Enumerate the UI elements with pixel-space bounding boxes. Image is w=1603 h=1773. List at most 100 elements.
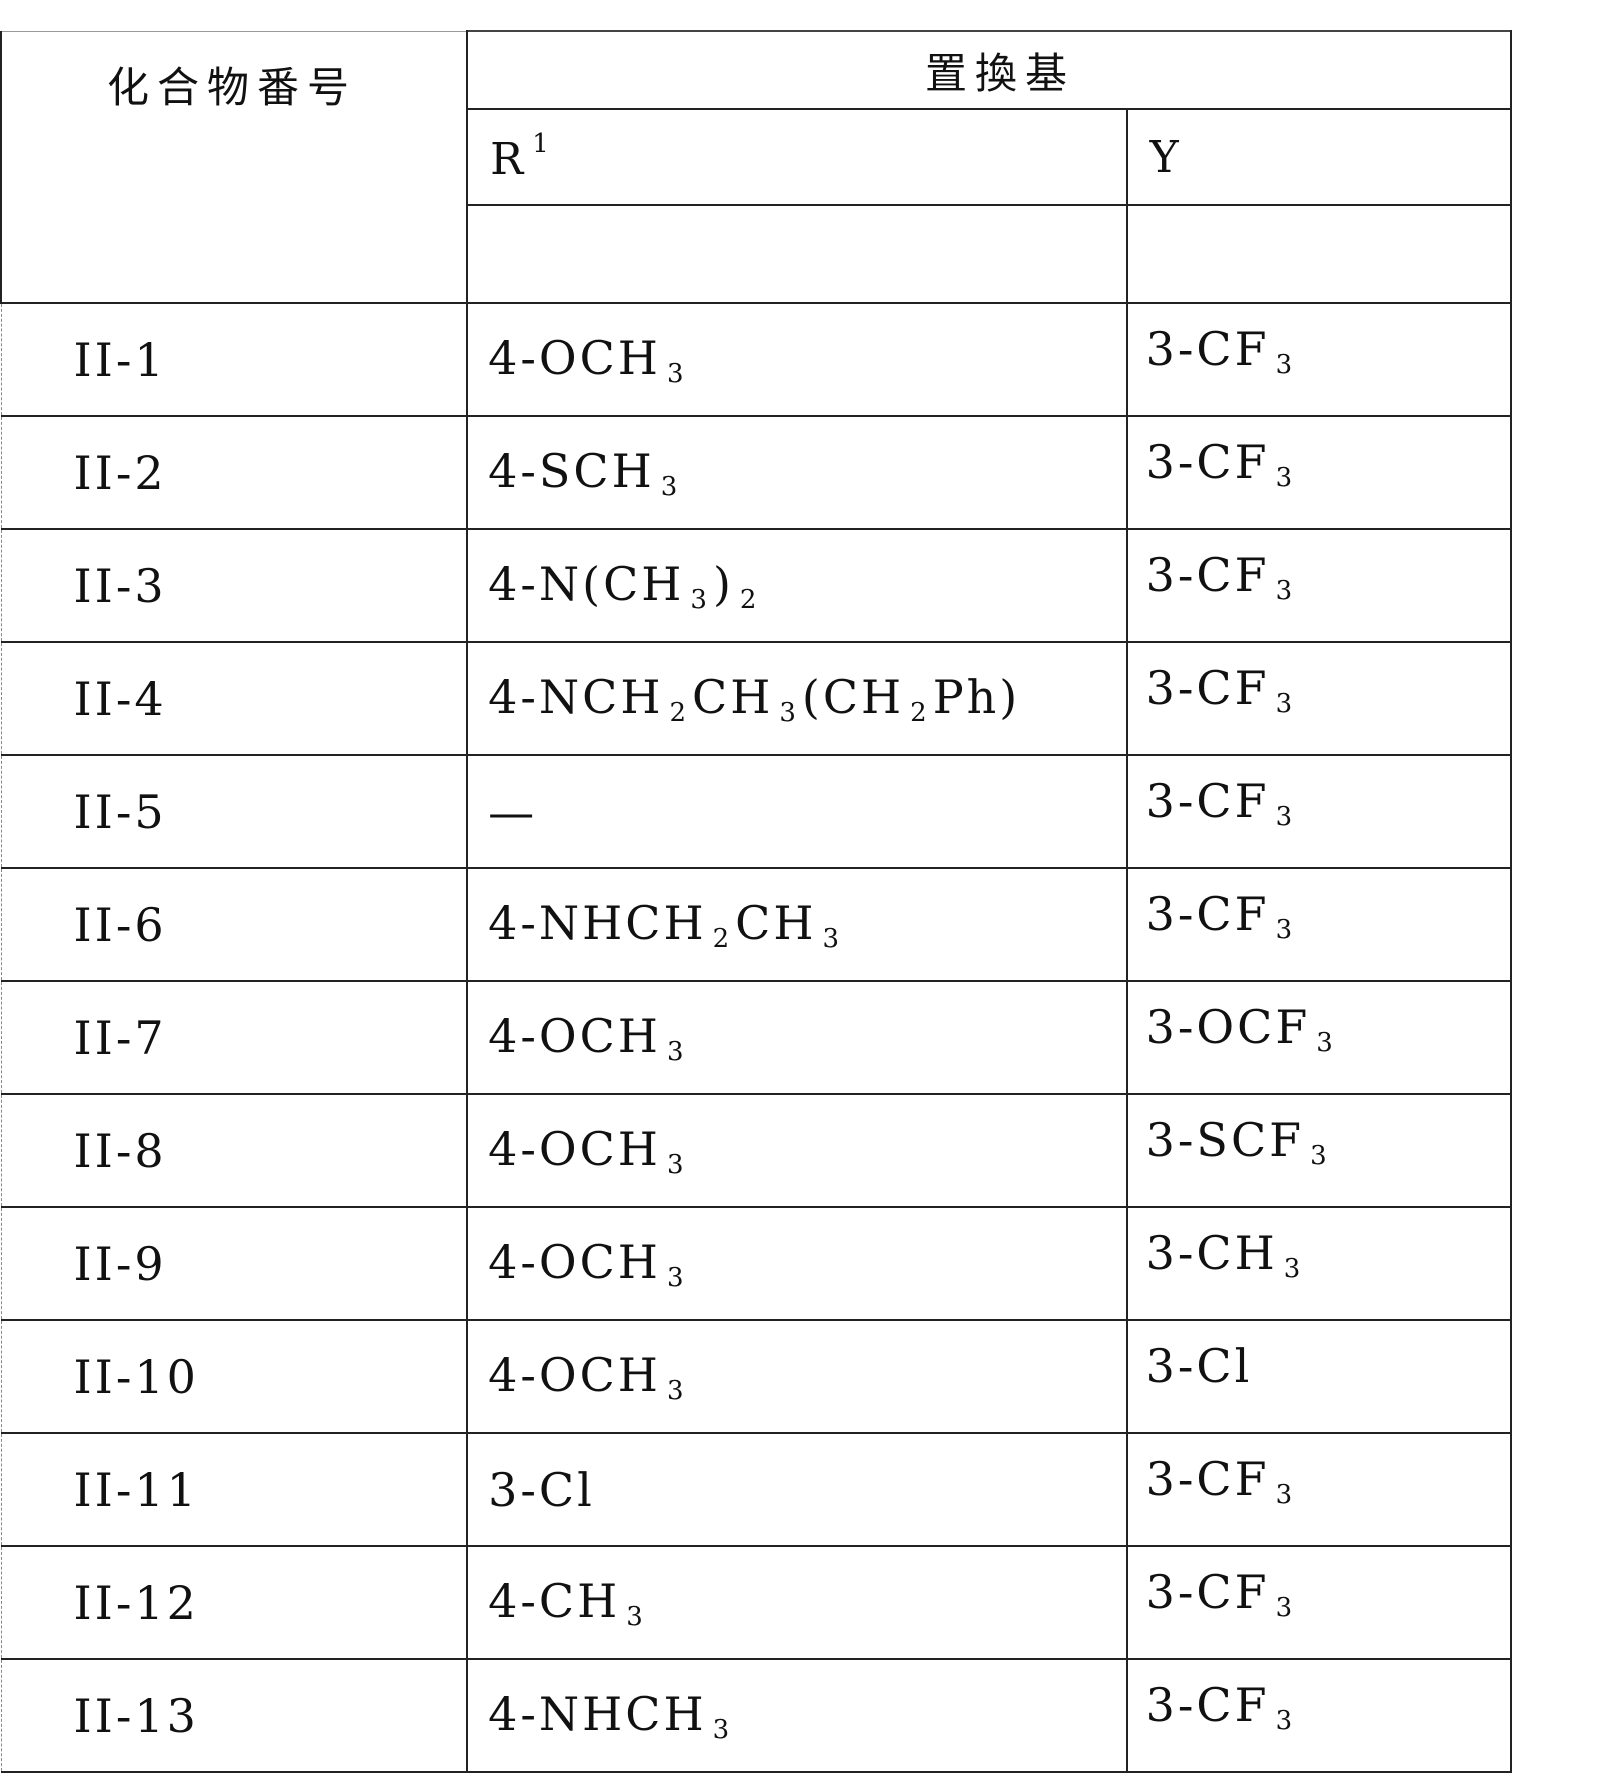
y-cell: 3-OCF3: [1127, 981, 1511, 1094]
y-cell: 3-CF3: [1127, 529, 1511, 642]
formula-text: 4-NHCH: [488, 1687, 707, 1741]
formula-text: 3-CF: [1146, 548, 1270, 602]
compound-id: II-13: [1, 1659, 467, 1772]
subscript: 3: [1276, 1593, 1293, 1623]
table-row: II-64-NHCH2CH33-CF3: [1, 868, 1511, 981]
subscript: 3: [1310, 1141, 1327, 1171]
formula-text: 3-CF: [1146, 1678, 1270, 1732]
r1-cell: 4-OCH3: [467, 1207, 1127, 1320]
table-row: II-24-SCH33-CF3: [1, 416, 1511, 529]
subscript: 2: [713, 924, 730, 954]
empty-cell: [1127, 205, 1511, 303]
y-cell: 3-CF3: [1127, 642, 1511, 755]
compound-id: II-8: [1, 1094, 467, 1207]
y-cell: 3-CF3: [1127, 868, 1511, 981]
subscript: 3: [1276, 350, 1293, 380]
compound-id: II-3: [1, 529, 467, 642]
r1-cell: 4-CH3: [467, 1546, 1127, 1659]
compound-id: II-5: [1, 755, 467, 868]
formula-text: 3-Cl: [488, 1463, 595, 1517]
subscript: 3: [661, 472, 678, 502]
subscript: 3: [667, 1263, 684, 1293]
formula-text: 4-OCH: [488, 1348, 661, 1402]
formula-text: 3-CF: [1146, 435, 1270, 489]
subscript: 3: [779, 698, 796, 728]
formula-text: 4-N(CH: [488, 557, 684, 611]
r1-header: R1: [467, 109, 1127, 205]
formula-text: 3-CF: [1146, 774, 1270, 828]
compound-id: II-12: [1, 1546, 467, 1659]
table-row: II-74-OCH33-OCF3: [1, 981, 1511, 1094]
substituent-header: 置換基: [467, 31, 1511, 109]
y-cell: 3-CF3: [1127, 1659, 1511, 1772]
r1-cell: 4-SCH3: [467, 416, 1127, 529]
formula-text: 3-Cl: [1146, 1339, 1253, 1393]
formula-text: ): [713, 557, 734, 611]
compound-no-header: 化合物番号: [1, 31, 467, 303]
r1-label: R: [490, 134, 526, 185]
subscript: 3: [1276, 802, 1293, 832]
table-row: II-104-OCH33-Cl: [1, 1320, 1511, 1433]
formula-text: 4-OCH: [488, 1009, 661, 1063]
formula-text: 3-CF: [1146, 322, 1270, 376]
formula-text: 4-SCH: [488, 444, 655, 498]
y-cell: 3-SCF3: [1127, 1094, 1511, 1207]
formula-text: 4-NCH: [488, 670, 663, 724]
formula-text: —: [488, 785, 537, 839]
r1-cell: 4-NHCH2CH3: [467, 868, 1127, 981]
r1-cell: 4-OCH3: [467, 1320, 1127, 1433]
table-row: II-94-OCH33-CH3: [1, 1207, 1511, 1320]
table-row: II-124-CH33-CF3: [1, 1546, 1511, 1659]
compound-id: II-1: [1, 303, 467, 416]
compound-id: II-2: [1, 416, 467, 529]
header-row: 化合物番号 置換基: [1, 31, 1511, 109]
compound-id: II-11: [1, 1433, 467, 1546]
subscript: 3: [690, 585, 707, 615]
subscript: 3: [1284, 1254, 1301, 1284]
formula-text: 3-CF: [1146, 1565, 1270, 1619]
table-row: II-11 3-Cl 3-CF3: [1, 1433, 1511, 1546]
y-cell: 3-Cl: [1127, 1320, 1511, 1433]
table-row: II-134-NHCH33-CF3: [1, 1659, 1511, 1772]
subscript: 3: [1316, 1028, 1333, 1058]
subscript: 3: [1276, 915, 1293, 945]
formula-text: 4-NHCH: [488, 896, 707, 950]
table-row: II-34-N(CH3)23-CF3: [1, 529, 1511, 642]
table-row: II-44-NCH2CH3(CH2Ph)3-CF3: [1, 642, 1511, 755]
formula-text: 4-OCH: [488, 331, 661, 385]
formula-text: 4-OCH: [488, 1235, 661, 1289]
y-cell: 3-CF3: [1127, 1433, 1511, 1546]
subscript: 3: [1276, 576, 1293, 606]
formula-text: 3-CF: [1146, 887, 1270, 941]
table-row: II-5 — 3-CF3: [1, 755, 1511, 868]
subscript: 3: [1276, 1480, 1293, 1510]
compound-id: II-6: [1, 868, 467, 981]
formula-text: 3-OCF: [1146, 1000, 1311, 1054]
compound-id: II-9: [1, 1207, 467, 1320]
formula-text: 3-CH: [1146, 1226, 1278, 1280]
y-cell: 3-CF3: [1127, 1546, 1511, 1659]
subscript: 2: [740, 585, 757, 615]
formula-text: 3-CF: [1146, 1452, 1270, 1506]
table-row: II-84-OCH33-SCF3: [1, 1094, 1511, 1207]
subscript: 3: [667, 1037, 684, 1067]
subscript: 2: [910, 698, 927, 728]
r1-cell: 4-N(CH3)2: [467, 529, 1127, 642]
formula-text: CH: [692, 670, 773, 724]
r1-superscript: 1: [532, 129, 552, 159]
table-row: II-14-OCH33-CF3: [1, 303, 1511, 416]
r1-cell: 4-OCH3: [467, 303, 1127, 416]
formula-text: 4-OCH: [488, 1122, 661, 1176]
r1-cell: 4-OCH3: [467, 1094, 1127, 1207]
r1-cell: —: [467, 755, 1127, 868]
subscript: 3: [713, 1715, 730, 1745]
subscript: 3: [1276, 463, 1293, 493]
y-cell: 3-CF3: [1127, 303, 1511, 416]
formula-text: CH: [735, 896, 816, 950]
y-cell: 3-CF3: [1127, 755, 1511, 868]
r1-cell: 4-NHCH3: [467, 1659, 1127, 1772]
r1-cell: 4-NCH2CH3(CH2Ph): [467, 642, 1127, 755]
subscript: 3: [1276, 1706, 1293, 1736]
formula-text: (CH: [802, 670, 904, 724]
y-cell: 3-CF3: [1127, 416, 1511, 529]
